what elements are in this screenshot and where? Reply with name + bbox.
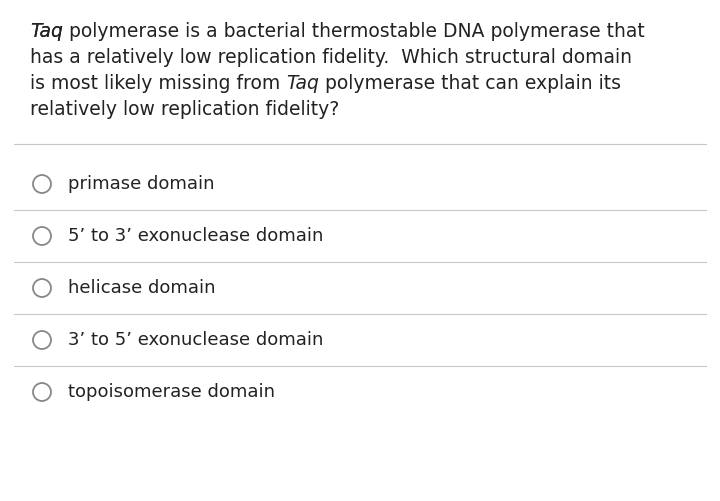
Text: polymerase is a bacterial thermostable DNA polymerase that: polymerase is a bacterial thermostable D…	[63, 22, 644, 41]
Text: 3’ to 5’ exonuclease domain: 3’ to 5’ exonuclease domain	[68, 331, 323, 349]
Text: helicase domain: helicase domain	[68, 279, 215, 297]
Text: primase domain: primase domain	[68, 175, 215, 193]
Text: has a relatively low replication fidelity.  Which structural domain: has a relatively low replication fidelit…	[30, 48, 632, 67]
Text: Taq: Taq	[287, 74, 319, 93]
Text: is most likely missing from: is most likely missing from	[30, 74, 287, 93]
Text: 5’ to 3’ exonuclease domain: 5’ to 3’ exonuclease domain	[68, 227, 323, 245]
Text: topoisomerase domain: topoisomerase domain	[68, 383, 275, 401]
Text: Taq: Taq	[30, 22, 63, 41]
Text: Taq: Taq	[30, 22, 63, 41]
Text: relatively low replication fidelity?: relatively low replication fidelity?	[30, 100, 339, 119]
Text: polymerase that can explain its: polymerase that can explain its	[319, 74, 621, 93]
